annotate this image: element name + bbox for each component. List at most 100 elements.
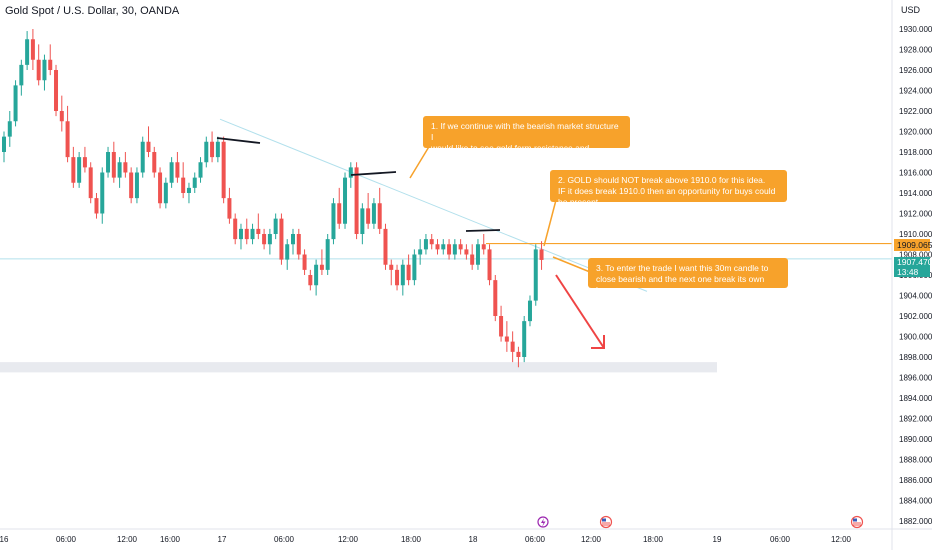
annotation-note-3[interactable]: 3. To enter the trade I want this 30m ca… bbox=[588, 258, 788, 295]
candle bbox=[7, 111, 12, 147]
candle bbox=[82, 146, 87, 173]
candle-body bbox=[464, 249, 469, 255]
candle bbox=[250, 223, 255, 245]
candle-body bbox=[389, 264, 394, 270]
candle-body bbox=[273, 218, 278, 234]
candle bbox=[36, 44, 41, 86]
candle bbox=[256, 213, 261, 240]
candle bbox=[470, 244, 475, 270]
candle-body bbox=[59, 111, 64, 122]
candle bbox=[48, 44, 53, 76]
candle-body bbox=[343, 177, 348, 224]
currency-label: USD bbox=[901, 5, 921, 15]
candle-body bbox=[134, 172, 139, 199]
candle bbox=[464, 244, 469, 260]
candle-body bbox=[285, 244, 290, 260]
candle bbox=[325, 234, 330, 275]
candle-body bbox=[94, 198, 99, 214]
y-tick-label: 1920.000 bbox=[899, 128, 932, 137]
candle bbox=[296, 228, 301, 260]
candle bbox=[371, 198, 376, 229]
x-tick-label: 12:00 bbox=[338, 535, 359, 544]
swing-high-marks bbox=[216, 137, 501, 232]
candle bbox=[348, 162, 353, 188]
candle-body bbox=[181, 177, 186, 193]
swing-high-line bbox=[216, 137, 261, 144]
resistance-price-tag: 1909.065 bbox=[894, 239, 932, 251]
candle bbox=[158, 167, 163, 209]
candle-body bbox=[192, 177, 197, 188]
swing-high-line bbox=[350, 171, 397, 176]
candle-body bbox=[48, 59, 53, 70]
candle bbox=[487, 244, 492, 286]
candle-body bbox=[256, 228, 261, 234]
support-zone bbox=[0, 362, 717, 373]
candle bbox=[452, 239, 457, 260]
bearish-arrow bbox=[555, 274, 605, 349]
y-tick-label: 1918.000 bbox=[899, 148, 932, 157]
y-tick-label: 1886.000 bbox=[899, 476, 932, 485]
candle-body bbox=[65, 121, 70, 158]
candle bbox=[447, 239, 452, 260]
candle-body bbox=[435, 244, 440, 250]
candle-body bbox=[267, 234, 272, 245]
candle-body bbox=[13, 85, 18, 122]
candle-body bbox=[100, 172, 105, 214]
candle bbox=[383, 223, 388, 270]
candle-body bbox=[441, 244, 446, 250]
candle bbox=[30, 29, 35, 70]
annotation-note-2[interactable]: 2. GOLD should NOT break above 1910.0 fo… bbox=[550, 170, 787, 207]
y-tick-label: 1916.000 bbox=[899, 169, 932, 178]
candle-body bbox=[210, 141, 215, 158]
candle bbox=[19, 59, 24, 96]
us-flag-icon[interactable] bbox=[850, 515, 864, 529]
swing-high-line bbox=[465, 229, 501, 232]
candle-body bbox=[481, 244, 486, 250]
x-tick-label: 12:00 bbox=[117, 535, 138, 544]
us-flag-icon[interactable] bbox=[599, 515, 613, 529]
lightning-icon[interactable] bbox=[537, 516, 549, 528]
candle-body bbox=[146, 141, 151, 152]
candle bbox=[262, 228, 267, 250]
candle bbox=[100, 167, 105, 224]
candle-body bbox=[429, 239, 434, 245]
candle bbox=[533, 244, 538, 306]
candle-body bbox=[366, 208, 371, 224]
chart-title: Gold Spot / U.S. Dollar, 30, OANDA bbox=[5, 5, 180, 17]
candle bbox=[279, 213, 284, 265]
candle bbox=[267, 228, 272, 255]
candle bbox=[233, 213, 238, 245]
candle bbox=[314, 259, 319, 296]
candle bbox=[65, 105, 70, 163]
y-tick-label: 1890.000 bbox=[899, 435, 932, 444]
candle-body bbox=[111, 152, 116, 178]
candle bbox=[215, 136, 220, 163]
candle-body bbox=[470, 254, 475, 265]
candle-body bbox=[77, 157, 82, 183]
candle-body bbox=[186, 187, 191, 193]
y-tick-label: 1908.000 bbox=[899, 251, 932, 260]
candle-body bbox=[383, 228, 388, 265]
y-tick-label: 1884.000 bbox=[899, 497, 932, 506]
x-tick-label: 06:00 bbox=[56, 535, 77, 544]
annotation-note-1[interactable]: 1. If we continue with the bearish marke… bbox=[423, 116, 630, 164]
x-tick-label: 06:00 bbox=[770, 535, 791, 544]
candle bbox=[527, 295, 532, 327]
candle-body bbox=[227, 198, 232, 219]
event-markers[interactable] bbox=[537, 515, 864, 529]
candle-body bbox=[314, 264, 319, 286]
candle-body bbox=[527, 300, 532, 322]
candle-body bbox=[447, 244, 452, 255]
candle bbox=[273, 213, 278, 240]
note-line: 1. If we continue with the bearish marke… bbox=[431, 121, 619, 142]
candle-body bbox=[510, 341, 515, 352]
x-axis-ticks: 16 06:00 12:00 16:00 17 06:00 12:00 18:00 18 06:0… bbox=[0, 535, 852, 544]
candle-body bbox=[308, 275, 313, 286]
candle-body bbox=[42, 59, 47, 81]
last-price-tag: 1907.470 13:48 bbox=[894, 257, 932, 277]
candle bbox=[319, 249, 324, 275]
candle bbox=[71, 146, 76, 188]
candle-body bbox=[406, 264, 411, 281]
candle bbox=[117, 157, 122, 188]
